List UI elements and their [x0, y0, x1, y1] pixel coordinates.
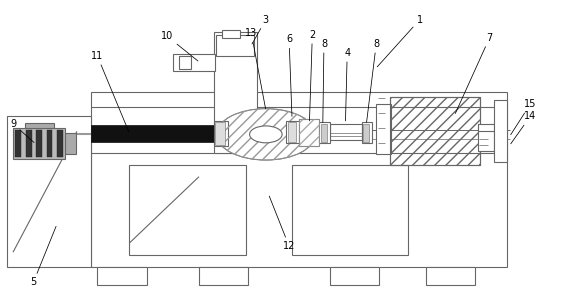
Bar [98, 267, 147, 285]
Bar [223, 30, 239, 38]
Bar [376, 104, 391, 154]
Text: 14: 14 [511, 111, 537, 144]
Bar [299, 119, 319, 146]
Text: 2: 2 [309, 30, 315, 121]
Circle shape [249, 126, 282, 143]
Bar [36, 130, 42, 157]
Text: 6: 6 [286, 34, 292, 117]
Bar [330, 124, 361, 140]
Bar [478, 124, 494, 131]
Text: 10: 10 [161, 31, 198, 61]
Text: 11: 11 [91, 51, 128, 131]
Bar [494, 100, 507, 162]
Bar [363, 124, 369, 142]
Bar [26, 130, 32, 157]
Text: 8: 8 [367, 39, 380, 122]
Bar [426, 267, 475, 285]
Text: 7: 7 [456, 33, 493, 113]
Bar [214, 32, 257, 152]
Bar [330, 267, 379, 285]
Bar [390, 97, 479, 165]
Bar [173, 54, 215, 71]
Bar [361, 122, 372, 143]
Text: 15: 15 [511, 99, 537, 135]
Text: 1: 1 [377, 15, 423, 67]
Bar [214, 121, 228, 146]
Text: 9: 9 [10, 119, 34, 142]
Bar [47, 130, 53, 157]
Bar [321, 124, 327, 142]
Text: 4: 4 [344, 48, 350, 121]
Bar [25, 123, 54, 128]
Bar [7, 116, 92, 267]
Circle shape [217, 109, 315, 160]
Bar [92, 125, 214, 142]
Bar [65, 133, 76, 154]
Text: 3: 3 [252, 15, 269, 44]
Bar [92, 92, 507, 267]
Text: 5: 5 [30, 226, 56, 287]
Bar [286, 121, 299, 143]
Bar [299, 119, 319, 146]
Bar [13, 128, 65, 159]
Bar [15, 130, 21, 157]
Bar [390, 97, 479, 165]
Text: 12: 12 [269, 196, 296, 251]
Bar [478, 127, 494, 151]
Text: 8: 8 [321, 39, 327, 122]
Bar [179, 56, 192, 70]
Bar [217, 35, 254, 56]
Bar [215, 122, 225, 145]
Bar [292, 165, 408, 255]
Bar [129, 165, 245, 255]
Bar [288, 122, 296, 142]
Bar [319, 122, 330, 143]
Bar [57, 130, 63, 157]
Text: 13: 13 [245, 28, 266, 109]
Bar [199, 267, 248, 285]
